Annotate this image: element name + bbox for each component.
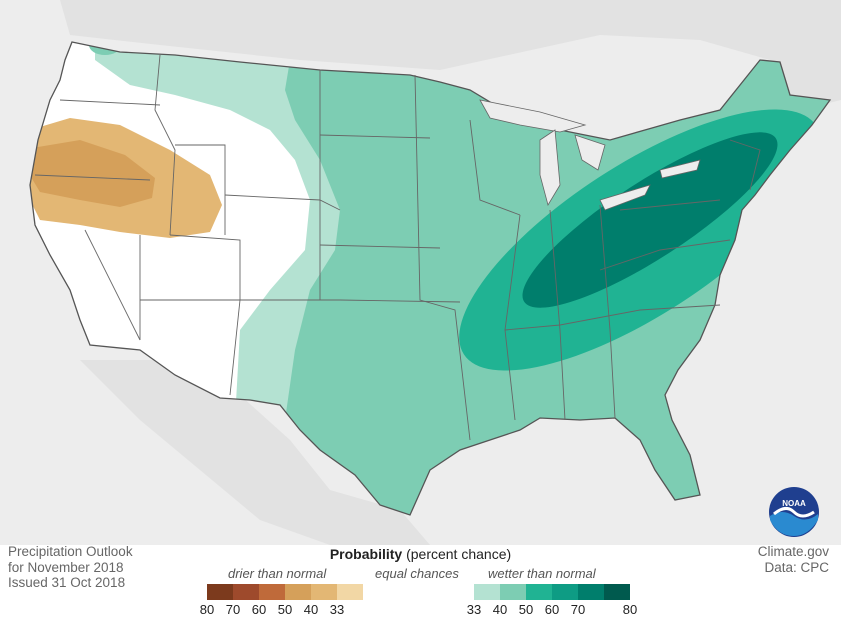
legend-swatch-dry-80 xyxy=(207,584,233,600)
legend-tick-label: 60 xyxy=(544,602,560,617)
mt-wy-border xyxy=(175,144,226,235)
mexico-landmass xyxy=(80,360,430,545)
lake-erie xyxy=(599,184,651,211)
legend-swatch-wet-60 xyxy=(552,584,578,600)
legend-tick-label: 33 xyxy=(466,602,482,617)
legend-swatch-dry-70 xyxy=(233,584,259,600)
legend-swatch-dry-60 xyxy=(259,584,285,600)
pa-ny-border xyxy=(619,199,721,211)
canada-landmass xyxy=(60,0,841,110)
outlook-title: Precipitation Outlook xyxy=(8,544,133,559)
wet-60-70-region xyxy=(522,132,778,308)
legend-category-wet: wetter than normal xyxy=(488,566,596,581)
legend-tick-label: 40 xyxy=(492,602,508,617)
legend-title-rest: (percent chance) xyxy=(402,546,512,562)
legend-tick-label: 50 xyxy=(518,602,534,617)
ca-nv-border xyxy=(84,229,141,341)
legend-swatch-wet-70 xyxy=(578,584,604,600)
wa-or-border xyxy=(59,99,161,106)
legend-tick-label: 50 xyxy=(277,602,293,617)
wi-il-border xyxy=(469,119,521,216)
legend-tick-label: 80 xyxy=(199,602,215,617)
or-ca-nv-border xyxy=(34,174,151,181)
noaa-logo: NOAA xyxy=(769,487,819,537)
new-england-border xyxy=(729,139,761,191)
in-al-border xyxy=(549,209,566,421)
wv-va-border xyxy=(599,239,731,271)
legend-tick-label: 33 xyxy=(329,602,345,617)
source-data: Data: CPC xyxy=(764,559,829,575)
az-nm-border xyxy=(229,299,241,396)
legend-swatch-wet-33 xyxy=(474,584,500,600)
legend-tick-label: 40 xyxy=(303,602,319,617)
ne-ks-border xyxy=(319,244,441,249)
outlook-map: NOAA xyxy=(0,0,841,545)
lake-huron xyxy=(574,134,606,171)
great-lakes xyxy=(479,99,701,211)
legend-swatch-wet-50 xyxy=(526,584,552,600)
dry-40-50-region xyxy=(30,140,155,207)
outlook-issued: Issued 31 Oct 2018 xyxy=(8,575,126,590)
lake-ontario xyxy=(659,159,701,179)
source-site: Climate.gov xyxy=(757,544,829,559)
outlook-period: for November 2018 xyxy=(8,559,124,575)
lake-superior xyxy=(479,99,587,133)
state-boundaries xyxy=(34,54,761,441)
source-info: Climate.gov Data: CPC xyxy=(758,544,829,575)
noaa-logo-text: NOAA xyxy=(782,499,806,508)
outlook-info: Precipitation Outlook for November 2018 … xyxy=(8,544,133,591)
legend-swatch-wet-40 xyxy=(500,584,526,600)
legend-category-dry: drier than normal xyxy=(228,566,327,581)
legend-color-bar xyxy=(207,584,630,600)
oh-ga-border xyxy=(599,204,616,419)
mn-ia-mo-east-border xyxy=(414,74,471,441)
tn-nc-border xyxy=(504,304,721,331)
legend-tick-label: 70 xyxy=(570,602,586,617)
legend-tick-label: 80 xyxy=(622,602,638,617)
map-canvas xyxy=(29,0,841,545)
legend-title-bold: Probability xyxy=(329,546,403,562)
legend-swatch-wet-80 xyxy=(604,584,630,600)
legend-title: Probability (percent chance) xyxy=(0,546,841,562)
legend-tick-label: 70 xyxy=(225,602,241,617)
legend-swatch-dry-50 xyxy=(285,584,311,600)
legend-swatch-dry-40 xyxy=(311,584,337,600)
legend-tick-label: 60 xyxy=(251,602,267,617)
ks-ok-border xyxy=(339,299,461,303)
legend-swatch-dry-33 xyxy=(337,584,363,600)
ut-border xyxy=(169,234,241,300)
legend-category-equal: equal chances xyxy=(375,566,459,581)
legend-swatch-equal xyxy=(363,584,474,600)
us-outline xyxy=(29,41,832,516)
id-west-border xyxy=(154,54,176,236)
lake-michigan xyxy=(539,129,561,207)
nd-sd-border xyxy=(319,134,431,139)
